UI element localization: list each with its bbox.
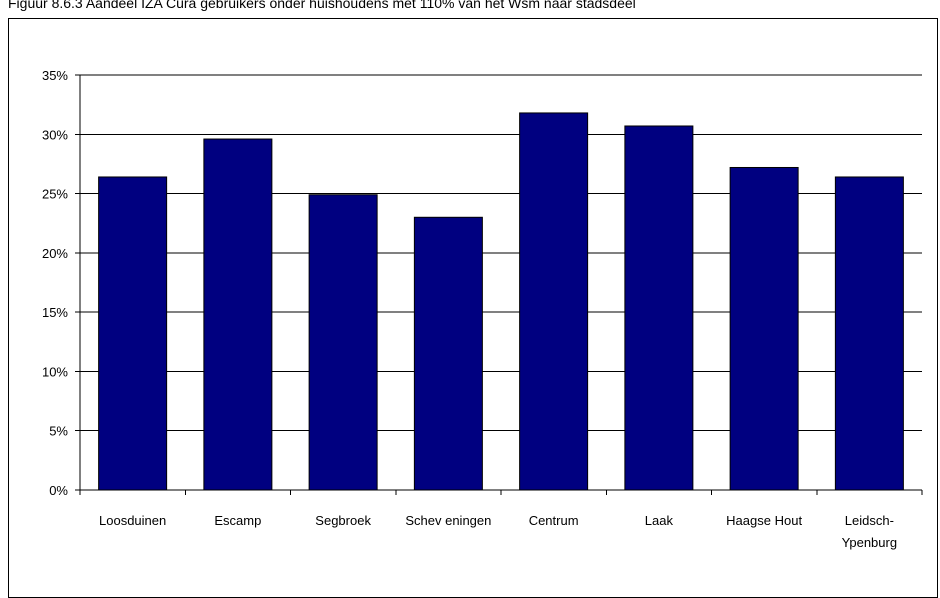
- y-tick-label: 5%: [49, 424, 68, 439]
- bar: [834, 176, 904, 491]
- bar: [624, 125, 694, 491]
- y-tick-label: 25%: [42, 187, 68, 202]
- bar: [519, 112, 589, 491]
- x-category-label: Loosduinen: [99, 513, 166, 528]
- y-tick-label: 35%: [42, 68, 68, 83]
- bar: [203, 138, 273, 491]
- y-tick-label: 0%: [49, 483, 68, 498]
- y-tick-label: 30%: [42, 127, 68, 142]
- bar: [98, 176, 168, 491]
- x-category-label: Segbroek: [315, 513, 371, 528]
- bar: [308, 194, 378, 491]
- y-tick-label: 15%: [42, 305, 68, 320]
- x-category-label: Escamp: [214, 513, 261, 528]
- figure-caption: Figuur 8.6.3 Aandeel IZA Cura gebruikers…: [8, 0, 636, 11]
- x-category-label: Laak: [645, 513, 674, 528]
- bar: [413, 216, 483, 491]
- x-category-label: Leidsch-Ypenburg: [842, 513, 897, 550]
- bar: [729, 166, 799, 491]
- y-tick-label: 10%: [42, 364, 68, 379]
- y-tick-label: 20%: [42, 246, 68, 261]
- x-category-label: Haagse Hout: [726, 513, 802, 528]
- x-category-label: Centrum: [529, 513, 579, 528]
- x-category-label: Schev eningen: [405, 513, 491, 528]
